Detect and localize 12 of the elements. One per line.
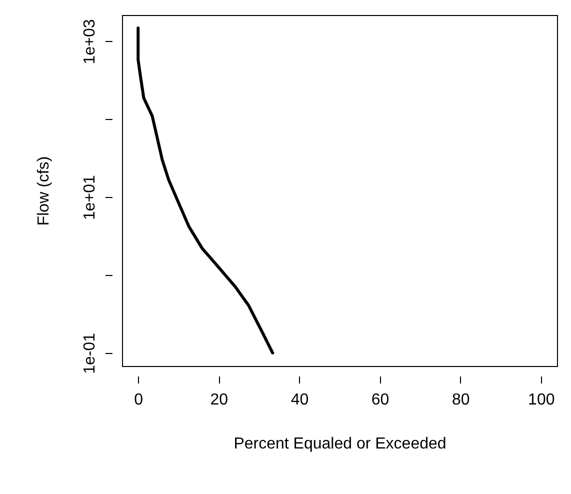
x-tick-label: 0 (134, 392, 144, 408)
y-tick-label: 1e+03 (82, 19, 98, 64)
line-series (136, 26, 274, 354)
x-tick-label: 60 (371, 392, 390, 408)
x-axis-title: Percent Equaled or Exceeded (234, 436, 446, 452)
x-tick-label: 20 (210, 392, 228, 408)
y-axis-title: Flow (cfs) (36, 156, 52, 226)
y-tick-label: 1e+01 (82, 175, 98, 220)
x-tick-label: 80 (452, 392, 470, 408)
x-tick-label: 40 (290, 392, 309, 408)
x-tick-label: 100 (528, 392, 555, 408)
y-tick-label: 1e-01 (82, 332, 98, 374)
